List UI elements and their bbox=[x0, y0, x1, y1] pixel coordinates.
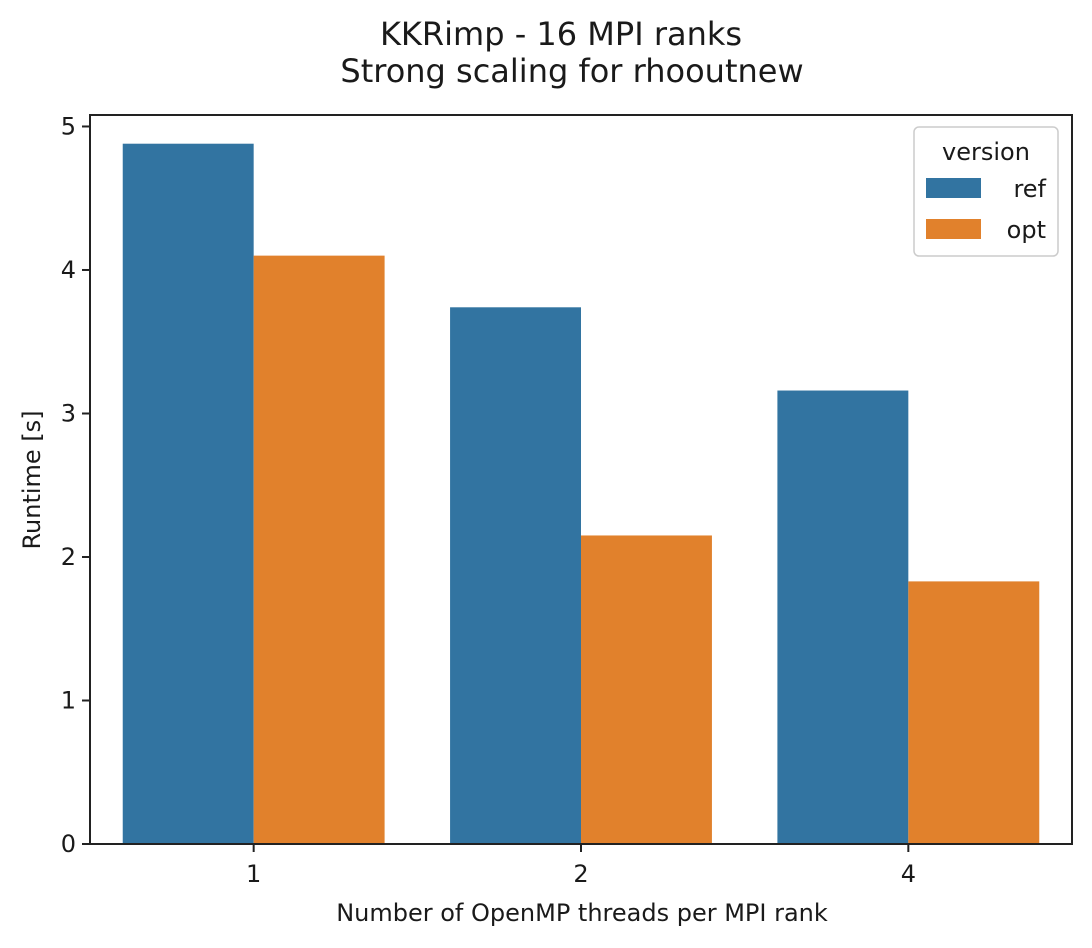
y-tick-label: 3 bbox=[61, 399, 76, 427]
bar-opt-4 bbox=[908, 581, 1040, 844]
legend-title: version bbox=[942, 138, 1030, 166]
bar-ref-1 bbox=[122, 143, 254, 844]
bar-ref-2 bbox=[450, 307, 581, 844]
x-tick-label: 2 bbox=[573, 860, 588, 888]
y-axis-ticks: 0 1 2 3 4 5 bbox=[61, 112, 90, 858]
legend: version ref opt bbox=[913, 126, 1059, 257]
legend-label-opt: opt bbox=[1007, 216, 1046, 244]
bar-opt-1 bbox=[253, 255, 385, 845]
x-axis-label: Number of OpenMP threads per MPI rank bbox=[336, 899, 828, 927]
y-tick-label: 5 bbox=[61, 112, 76, 140]
y-tick-label: 2 bbox=[61, 543, 76, 571]
x-tick-label: 4 bbox=[901, 860, 916, 888]
y-tick-label: 4 bbox=[61, 256, 76, 284]
x-axis-ticks: 1 2 4 bbox=[246, 844, 916, 888]
plot-frame bbox=[89, 114, 1073, 845]
chart-title: KKRimp - 16 MPI ranks bbox=[380, 15, 742, 53]
bar-ref-4 bbox=[777, 390, 909, 844]
x-tick-label: 1 bbox=[246, 860, 261, 888]
legend-swatch-ref bbox=[926, 178, 981, 198]
bars-group bbox=[122, 143, 1040, 845]
y-axis-label: Runtime [s] bbox=[18, 410, 46, 549]
chart-subtitle: Strong scaling for rhooutnew bbox=[340, 52, 803, 90]
legend-label-ref: ref bbox=[1013, 175, 1046, 203]
legend-swatch-opt bbox=[926, 219, 981, 239]
y-tick-label: 0 bbox=[61, 830, 76, 858]
y-tick-label: 1 bbox=[61, 686, 76, 714]
bar-opt-2 bbox=[581, 535, 712, 844]
